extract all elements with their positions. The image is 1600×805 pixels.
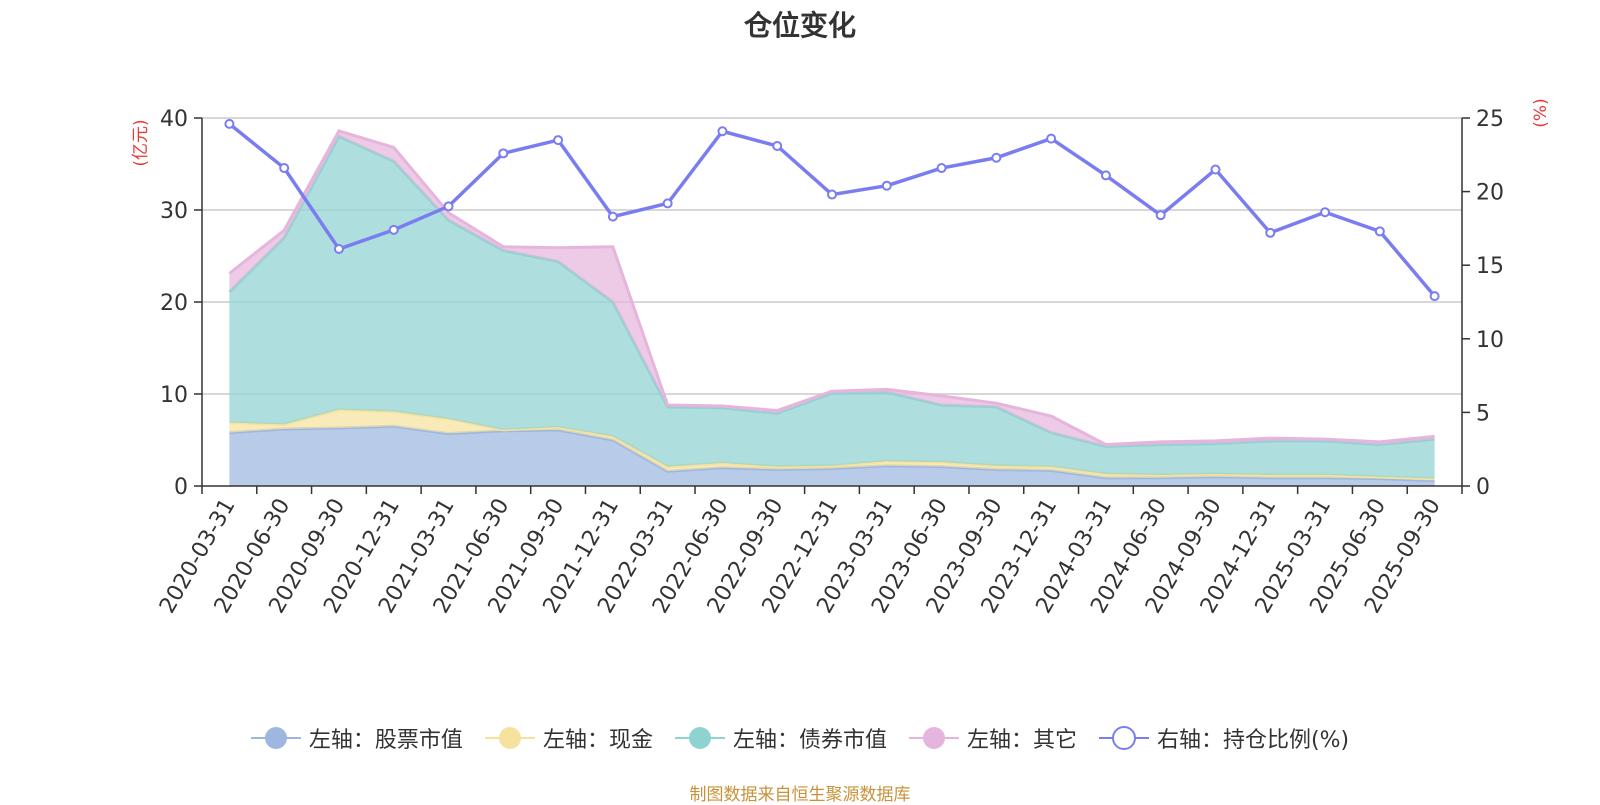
ratio-point [881,180,892,191]
legend-item-3[interactable]: 左轴：债券市值 [674,722,887,754]
legend-label: 左轴：其它 [966,728,1077,753]
ratio-point [607,211,618,222]
data-source-note: 制图数据来自恒生聚源数据库 [689,785,911,805]
area-series-3 [229,136,1435,479]
legend-swatch-icon [674,727,725,749]
ratio-point [333,244,344,255]
area-edge-series-4 [228,129,1435,447]
left-axis-tick-label: 40 [160,107,188,132]
chart-legend: 左轴：股票市值 左轴：现金 左轴：债券市值 左轴：其它 右轴：持仓比例(%) [0,722,1600,754]
legend-swatch-icon [1098,726,1149,750]
left-axis-tick-label: 30 [160,199,188,224]
ratio-point [1374,226,1385,237]
legend-label: 右轴：持仓比例(%) [1156,728,1350,753]
legend-swatch-icon [908,727,959,749]
ratio-point [1265,227,1276,238]
ratio-point [1155,210,1166,221]
right-axis-tick-label: 0 [1476,475,1490,500]
ratio-point [1046,133,1057,144]
ratio-point [662,198,673,209]
right-axis-tick-label: 5 [1476,401,1490,426]
legend-item-5[interactable]: 右轴：持仓比例(%) [1098,722,1350,754]
chart-title: 仓位变化 [743,9,856,42]
ratio-point [1320,207,1331,218]
ratio-point [717,126,728,137]
ratio-point [827,189,837,200]
left-axis-tick-label: 20 [160,291,188,316]
legend-swatch-icon [484,727,535,749]
ratio-point [1429,291,1440,302]
legend-swatch-icon [250,727,301,749]
right-axis-tick-label: 25 [1476,107,1504,132]
ratio-point [224,118,235,129]
right-axis-unit-label: (%) [1531,98,1551,127]
legend-label: 左轴：股票市值 [308,728,463,753]
area-series-1 [229,426,1435,486]
left-axis-tick-label: 10 [160,383,188,408]
legend-label: 左轴：债券市值 [732,728,887,753]
left-axis-tick-label: 0 [174,475,188,500]
ratio-point [1210,164,1221,175]
right-axis-tick-label: 15 [1476,254,1504,279]
ratio-point [991,152,1002,163]
ratio-point [443,201,454,212]
legend-label: 左轴：现金 [542,728,653,753]
legend-item-4[interactable]: 左轴：其它 [908,722,1077,754]
ratio-point [1100,170,1111,181]
right-axis-tick-label: 20 [1476,181,1504,206]
left-axis-unit-label: (亿元) [131,119,151,166]
ratio-point [936,163,947,174]
ratio-point [772,140,783,151]
ratio-point [553,135,564,146]
ratio-point [388,224,399,235]
legend-item-1[interactable]: 左轴：股票市值 [250,722,463,754]
right-axis-tick-label: 10 [1476,328,1504,353]
ratio-point [498,148,509,159]
legend-item-2[interactable]: 左轴：现金 [484,722,653,754]
ratio-point [279,163,290,174]
